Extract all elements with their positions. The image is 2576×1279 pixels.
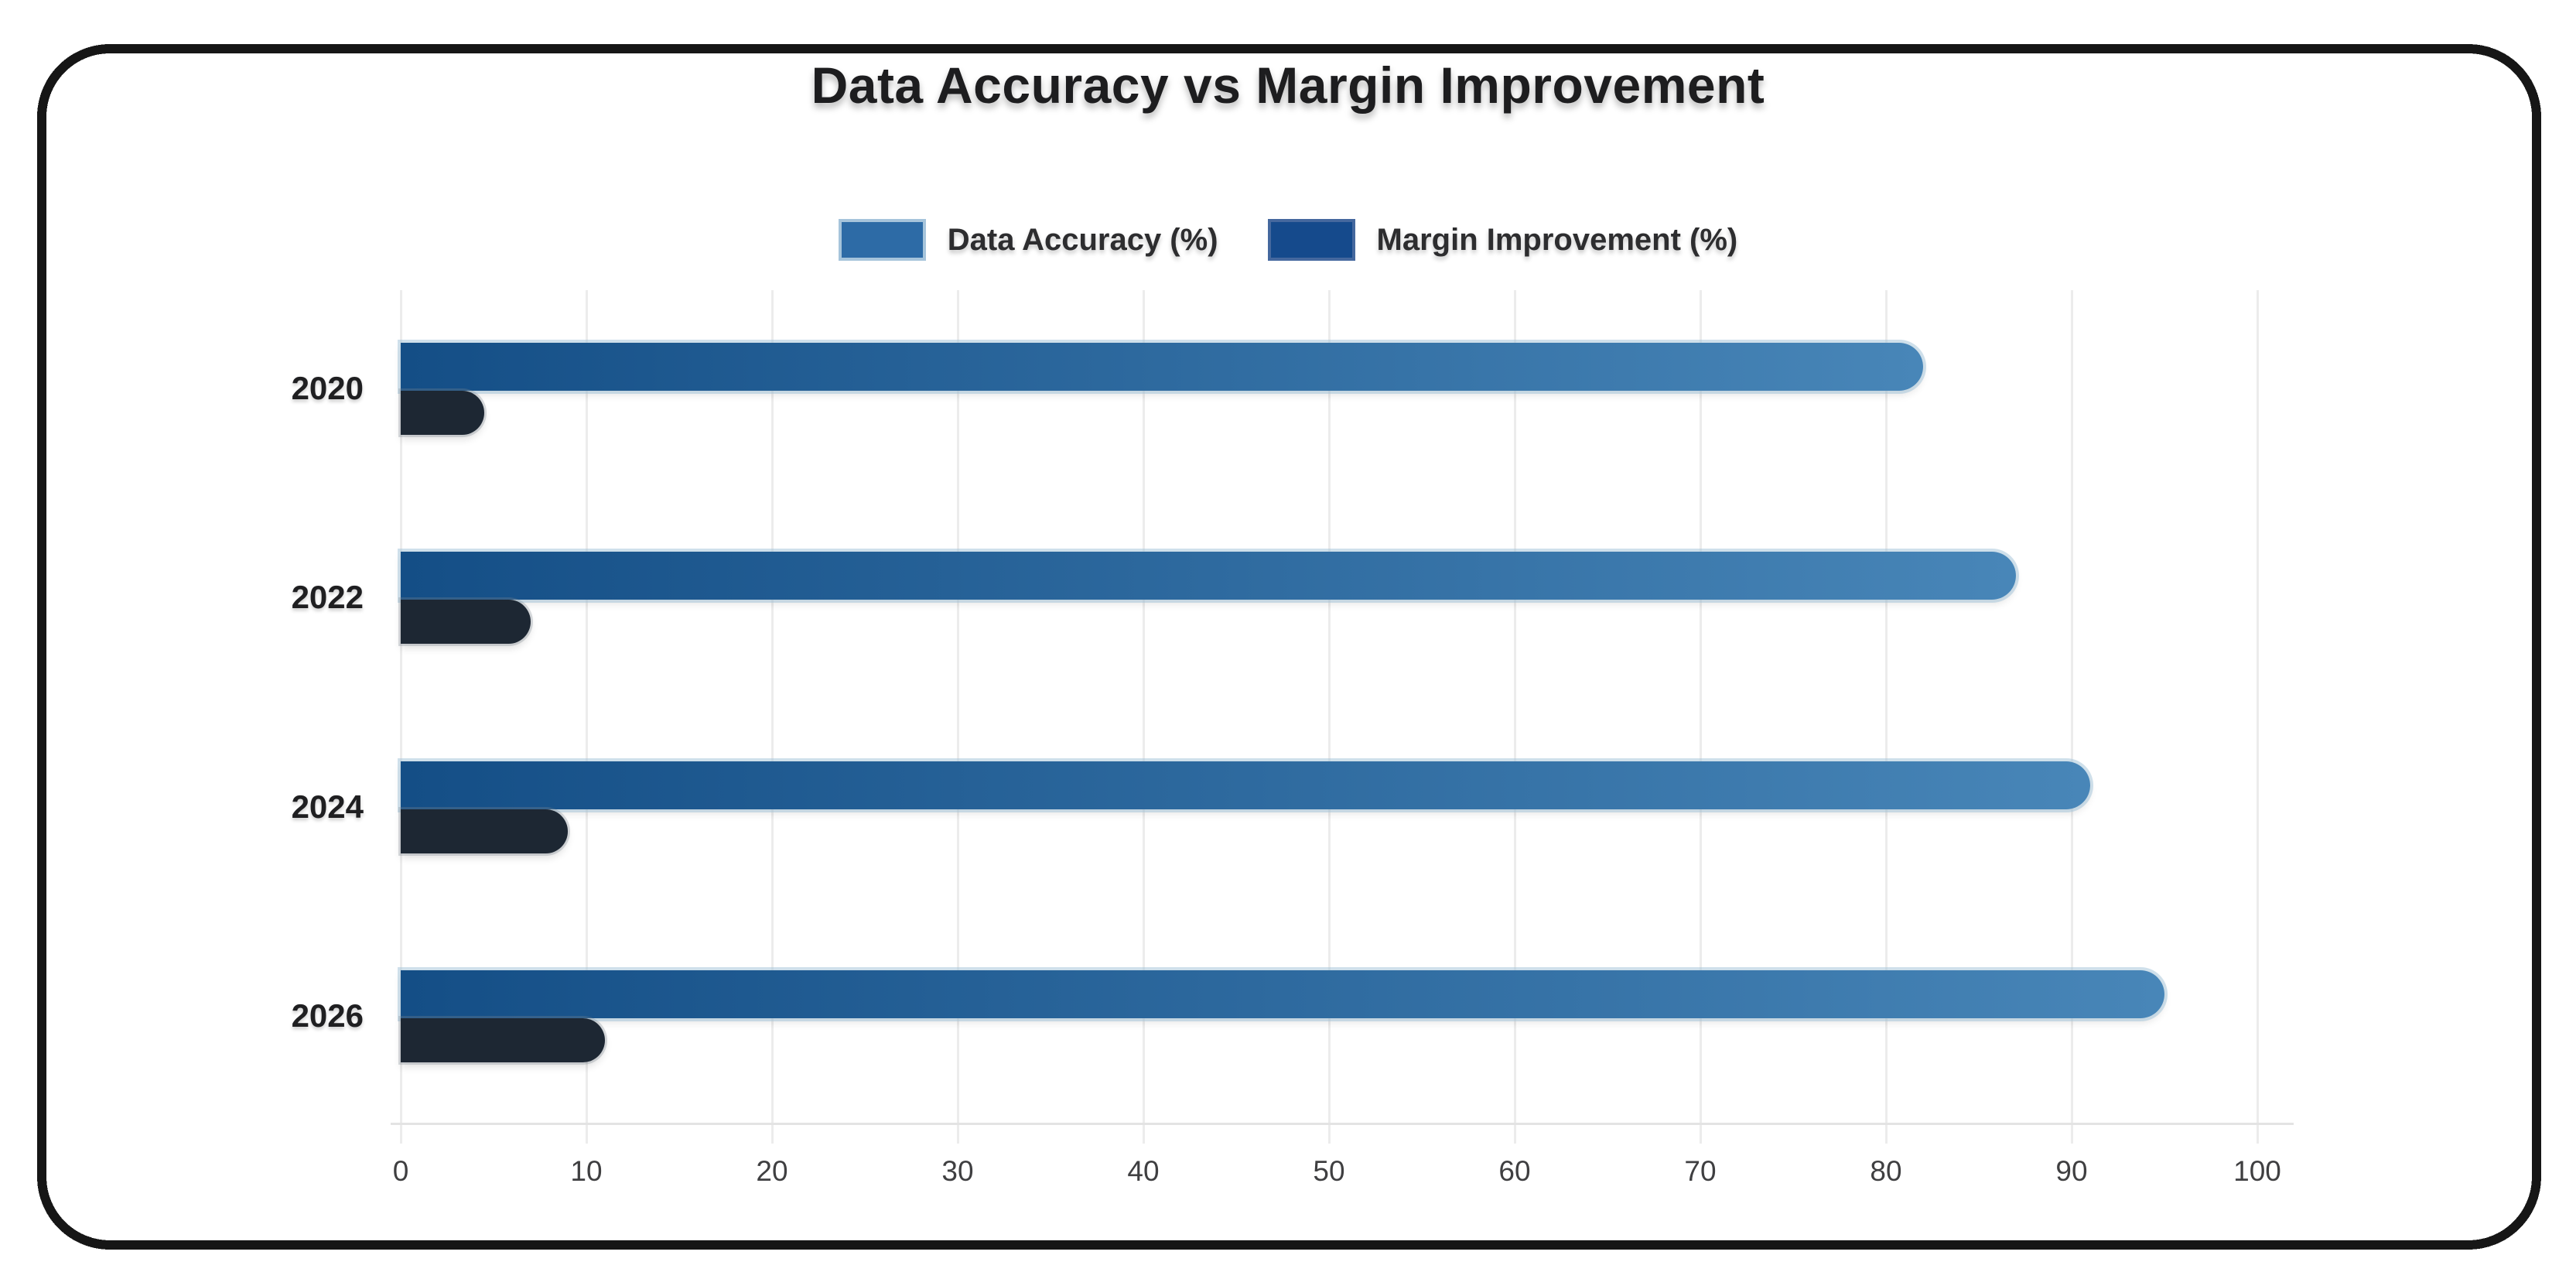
category-label-2026: 2026 bbox=[291, 997, 364, 1034]
x-tick-label-10: 10 bbox=[570, 1155, 603, 1187]
gridline-40 bbox=[1143, 290, 1145, 1144]
bar-data-accuracy-2024 bbox=[401, 761, 2090, 809]
legend-swatch-data-accuracy bbox=[838, 219, 926, 261]
x-tick-label-90: 90 bbox=[2055, 1155, 2088, 1187]
x-tick-label-40: 40 bbox=[1127, 1155, 1160, 1187]
bar-margin-improvement-2020 bbox=[401, 391, 484, 435]
category-label-2020: 2020 bbox=[291, 370, 364, 406]
gridline-0 bbox=[400, 290, 402, 1144]
x-axis-line bbox=[391, 1123, 2294, 1125]
gridline-80 bbox=[1885, 290, 1888, 1144]
legend-item-margin-improvement: Margin Improvement (%) bbox=[1267, 219, 1738, 261]
x-tick-label-60: 60 bbox=[1498, 1155, 1531, 1187]
gridline-60 bbox=[1514, 290, 1516, 1144]
x-tick-label-0: 0 bbox=[392, 1155, 409, 1187]
gridline-100 bbox=[2257, 290, 2259, 1144]
bar-data-accuracy-2022 bbox=[401, 552, 2016, 600]
x-tick-label-80: 80 bbox=[1870, 1155, 1902, 1187]
legend: Data Accuracy (%) Margin Improvement (%) bbox=[0, 219, 2576, 261]
gridline-90 bbox=[2071, 290, 2073, 1144]
legend-item-data-accuracy: Data Accuracy (%) bbox=[838, 219, 1218, 261]
bar-margin-improvement-2022 bbox=[401, 600, 531, 645]
bar-margin-improvement-2026 bbox=[401, 1017, 605, 1062]
gridline-20 bbox=[771, 290, 774, 1144]
x-tick-label-20: 20 bbox=[756, 1155, 788, 1187]
gridline-10 bbox=[586, 290, 588, 1144]
bar-data-accuracy-2020 bbox=[401, 343, 1923, 391]
gridline-50 bbox=[1328, 290, 1331, 1144]
x-tick-label-100: 100 bbox=[2233, 1155, 2281, 1187]
x-tick-label-70: 70 bbox=[1684, 1155, 1717, 1187]
bar-data-accuracy-2026 bbox=[401, 970, 2164, 1018]
gridline-30 bbox=[957, 290, 959, 1144]
x-tick-label-50: 50 bbox=[1313, 1155, 1345, 1187]
x-tick-label-30: 30 bbox=[941, 1155, 974, 1187]
bar-margin-improvement-2024 bbox=[401, 809, 568, 853]
gridline-70 bbox=[1700, 290, 1702, 1144]
legend-swatch-margin-improvement bbox=[1267, 219, 1355, 261]
legend-label-data-accuracy: Data Accuracy (%) bbox=[947, 222, 1218, 257]
category-label-2022: 2022 bbox=[291, 579, 364, 616]
legend-label-margin-improvement: Margin Improvement (%) bbox=[1376, 222, 1738, 257]
category-label-2024: 2024 bbox=[291, 788, 364, 825]
chart-title: Data Accuracy vs Margin Improvement bbox=[811, 56, 1765, 114]
